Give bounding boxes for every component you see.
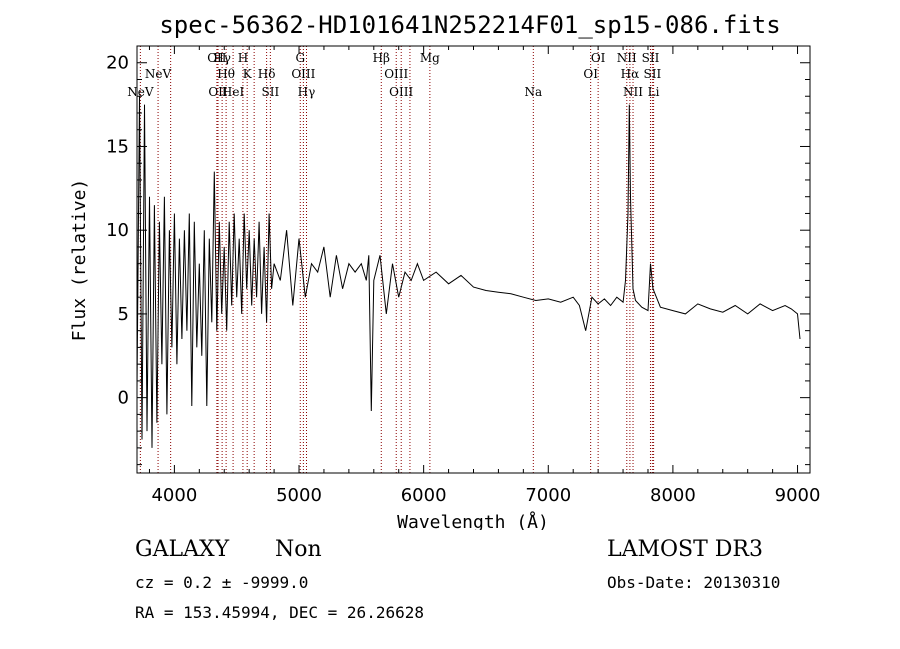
line-marker-label: Hδ	[258, 67, 276, 81]
line-marker-label: OII	[207, 51, 227, 65]
line-marker-label: SII	[262, 85, 280, 99]
y-tick-label: 5	[118, 304, 129, 325]
line-marker-label: NeV	[127, 85, 154, 99]
line-marker-label: OI	[583, 67, 598, 81]
line-marker-label: SII	[642, 51, 660, 65]
chart-title: spec-56362-HD101641N252214F01_sp15-086.f…	[159, 11, 780, 39]
y-tick-label: 0	[118, 388, 129, 409]
line-markers	[139, 46, 655, 473]
redshift-value: cz = 0.2 ± -9999.0	[135, 573, 309, 592]
spectrum-chart: spec-56362-HD101641N252214F01_sp15-086.f…	[69, 11, 821, 530]
line-marker-label: G	[295, 51, 305, 65]
x-tick-label: 9000	[775, 485, 821, 506]
x-tick-label: 7000	[525, 485, 571, 506]
line-marker-label: OIII	[384, 67, 408, 81]
y-tick-label: 10	[106, 220, 129, 241]
line-marker-label: Li	[648, 85, 660, 99]
x-tick-label: 5000	[276, 485, 322, 506]
x-tick-label: 8000	[650, 485, 696, 506]
line-marker-label: H	[238, 51, 248, 65]
x-tick-label: 4000	[151, 485, 197, 506]
spectrum-line	[136, 96, 801, 448]
line-marker-label: NII	[623, 85, 643, 99]
x-axis-ticks: 4000 5000 6000 7000 8000 9000	[148, 46, 821, 506]
y-axis-label: Flux (relative)	[69, 179, 90, 342]
line-marker-label: Hα	[621, 67, 640, 81]
y-tick-label: 15	[106, 136, 129, 157]
y-tick-label: 20	[106, 53, 129, 74]
survey-name: LAMOST DR3	[607, 537, 763, 562]
line-marker-label: NeV	[145, 67, 172, 81]
line-marker-label: K	[243, 67, 253, 81]
line-marker-label: Na	[524, 85, 542, 99]
y-axis-ticks: 0 5 10 15 20	[106, 53, 810, 466]
line-marker-label: Hβ	[373, 51, 390, 65]
line-marker-label: Hθ	[217, 67, 235, 81]
line-marker-label: HeI	[222, 85, 245, 99]
line-marker-label: Hγ	[298, 85, 316, 99]
x-tick-label: 6000	[401, 485, 447, 506]
line-marker-label: OIII	[389, 85, 413, 99]
object-class: GALAXY	[135, 537, 230, 562]
line-marker-label: OIII	[291, 67, 315, 81]
coordinates: RA = 153.45994, DEC = 26.26628	[135, 603, 424, 622]
line-marker-label: OII	[208, 85, 228, 99]
line-marker-label: SII	[643, 67, 661, 81]
line-marker-label: NII	[617, 51, 637, 65]
line-marker-label: Hγ	[213, 51, 231, 65]
object-subclass: Non	[275, 537, 322, 562]
x-axis-label: Wavelength (Å)	[397, 511, 549, 530]
line-marker-label: OI	[591, 51, 606, 65]
observation-date: Obs-Date: 20130310	[607, 573, 781, 592]
line-marker-label: Mg	[420, 51, 440, 65]
